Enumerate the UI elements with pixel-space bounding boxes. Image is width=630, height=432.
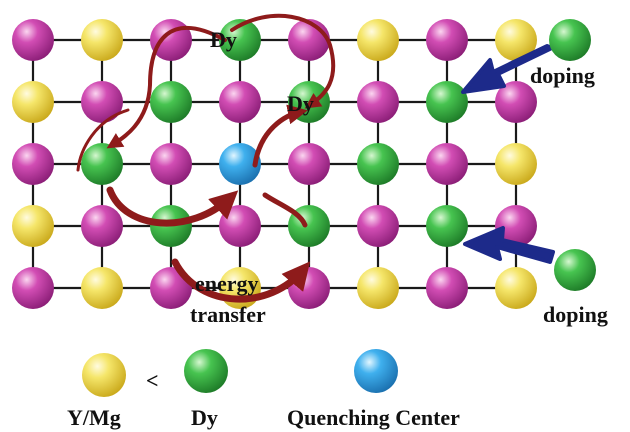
legend-comparison: < — [146, 368, 159, 393]
sphere-icon — [219, 81, 261, 123]
sphere-icon — [150, 81, 192, 123]
sphere-icon — [12, 205, 54, 247]
sphere-icon — [357, 205, 399, 247]
sphere-icon — [150, 143, 192, 185]
sphere-icon — [81, 81, 123, 123]
sphere-icon — [495, 205, 537, 247]
sphere-icon — [150, 19, 192, 61]
arrow-icon — [463, 226, 555, 264]
energy-transfer-arrows — [76, 13, 336, 303]
dy-label-top: Dy — [210, 27, 237, 52]
sphere-icon — [549, 19, 591, 61]
sphere-icon — [495, 81, 537, 123]
sphere-icon — [426, 205, 468, 247]
legend-green-label: Dy — [191, 405, 218, 430]
sphere-icon — [495, 19, 537, 61]
legend-green-sphere — [184, 349, 228, 393]
arrow-icon — [461, 44, 554, 94]
curved-arrow-icon — [171, 258, 311, 303]
sphere-icon — [426, 267, 468, 309]
curved-arrow-icon — [230, 13, 336, 109]
doping-label-bottom: doping — [543, 302, 608, 327]
sphere-icon — [219, 19, 261, 61]
sphere-icon — [426, 19, 468, 61]
doping-label-top: doping — [530, 63, 595, 88]
sphere-icon — [357, 267, 399, 309]
doping-arrows — [461, 44, 555, 264]
sphere-icon — [357, 143, 399, 185]
curved-arrow-icon — [106, 26, 227, 149]
sphere-icon — [12, 143, 54, 185]
legend: < Y/Mg Dy Quenching Center — [67, 349, 460, 430]
legend-cyan-label: Quenching Center — [287, 405, 460, 430]
sphere-icon — [288, 19, 330, 61]
sphere-icon — [554, 249, 596, 291]
sphere-icon — [288, 143, 330, 185]
sphere-icon — [219, 205, 261, 247]
curved-arrow-icon — [76, 108, 130, 172]
curved-arrow-icon — [252, 104, 308, 168]
dy-label-second: Dy — [287, 91, 314, 116]
sphere-icon — [357, 19, 399, 61]
sphere-icon — [357, 81, 399, 123]
curved-arrow-icon — [262, 192, 308, 228]
curved-arrow-icon — [106, 186, 239, 227]
sphere-icon — [81, 205, 123, 247]
legend-yellow-label: Y/Mg — [67, 405, 121, 430]
sphere-icon — [495, 267, 537, 309]
sphere-icon — [495, 143, 537, 185]
doping-atoms — [549, 19, 596, 291]
sphere-icon — [12, 81, 54, 123]
sphere-icon — [81, 143, 123, 185]
diagram-labels: Dy Dy energy transfer doping doping — [190, 27, 608, 327]
sphere-icon — [12, 267, 54, 309]
legend-cyan-sphere — [354, 349, 398, 393]
sphere-icon — [81, 267, 123, 309]
sphere-icon — [288, 267, 330, 309]
sphere-icon — [12, 19, 54, 61]
sphere-icon — [426, 81, 468, 123]
transfer-label: transfer — [190, 302, 266, 327]
sphere-icon — [426, 143, 468, 185]
sphere-icon — [81, 19, 123, 61]
sphere-icon — [219, 143, 261, 185]
energy-label: energy — [195, 271, 259, 296]
legend-yellow-sphere — [82, 353, 126, 397]
